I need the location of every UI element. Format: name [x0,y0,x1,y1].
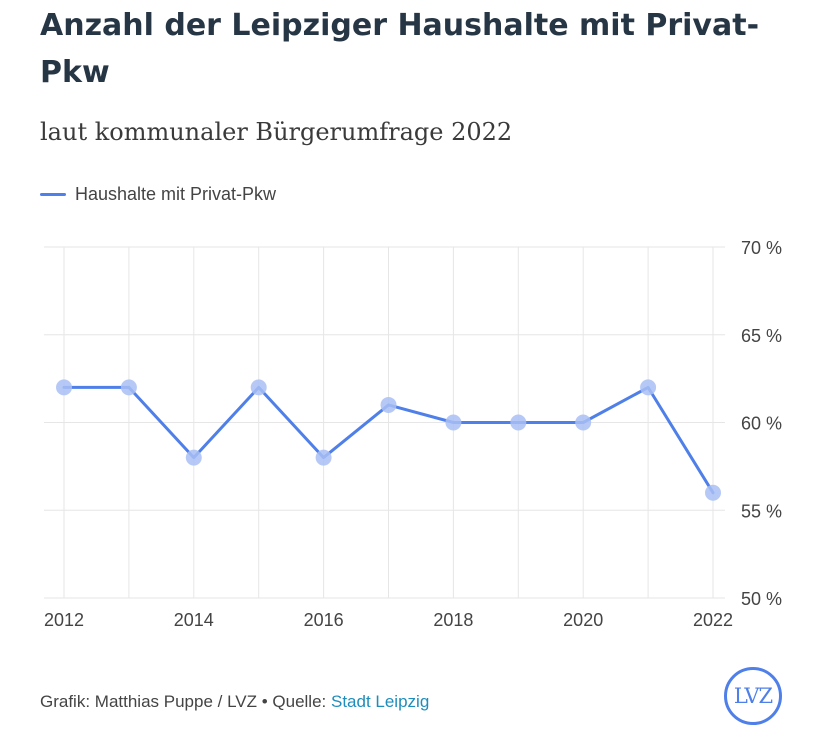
footer-credit: Grafik: Matthias Puppe / LVZ • Quelle: [40,692,331,711]
x-tick-label: 2020 [563,610,603,630]
data-point-2018 [445,414,462,431]
data-point-2017 [380,396,397,413]
line-chart: 50 % 55 % 60 % 65 % 70 % 2012 2014 2016 2018 202… [44,238,782,630]
data-point-2021 [640,379,657,396]
chart-subtitle: laut kommunaler Bürgerumfrage 2022 [40,118,513,146]
y-tick-label: 60 % [741,414,782,434]
x-tick-label: 2014 [174,610,214,630]
data-points [56,379,721,501]
footer: Grafik: Matthias Puppe / LVZ • Quelle: S… [40,692,429,712]
legend-line-swatch [40,193,66,196]
x-tick-label: 2016 [304,610,344,630]
data-point-2013 [120,379,137,396]
y-tick-label: 50 % [741,589,782,609]
x-axis-labels: 2012 2014 2016 2018 2020 2022 [44,610,733,630]
data-point-2016 [315,449,332,466]
data-point-2019 [510,414,527,431]
data-point-2015 [250,379,267,396]
horizontal-grid [44,246,725,599]
lvz-logo: LVZ [724,667,782,725]
x-tick-label: 2012 [44,610,84,630]
y-tick-label: 65 % [741,326,782,346]
y-tick-label: 55 % [741,501,782,521]
y-tick-label: 70 % [741,238,782,258]
data-point-2012 [56,379,72,396]
data-point-2022 [705,484,721,501]
x-tick-label: 2022 [693,610,733,630]
x-tick-label: 2018 [433,610,473,630]
data-point-2014 [185,449,202,466]
source-link[interactable]: Stadt Leipzig [330,692,430,711]
data-point-2020 [575,414,592,431]
legend: Haushalte mit Privat-Pkw [40,184,276,205]
y-axis-labels: 50 % 55 % 60 % 65 % 70 % [741,238,782,609]
legend-label: Haushalte mit Privat-Pkw [75,184,277,204]
chart-title: Anzahl der Leipziger Haushalte mit Priva… [40,8,760,90]
